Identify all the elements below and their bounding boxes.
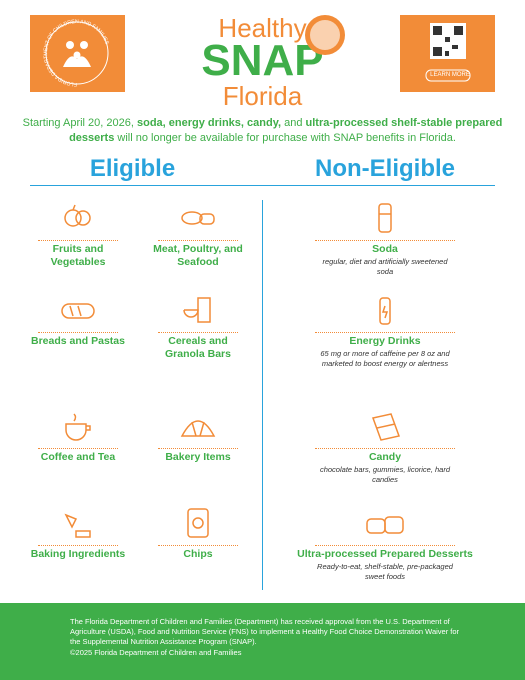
dotted-rule: [38, 448, 118, 449]
icon: [61, 303, 95, 319]
dotted-rule: [158, 545, 238, 546]
copyright: ©2025 Florida Department of Children and…: [70, 648, 242, 657]
footer: The Florida Department of Children and F…: [0, 603, 525, 680]
item-icon: [58, 505, 98, 541]
eligible-item: Baking Ingredients: [30, 548, 126, 560]
title-top: Healthy: [218, 13, 307, 43]
item-icon: [365, 292, 405, 328]
non-eligible-description: chocolate bars, gummies, licorice, hard …: [319, 465, 451, 484]
intro-text: and: [281, 117, 306, 129]
item-icon: [365, 408, 405, 444]
icon: [187, 508, 209, 538]
eligible-item: Breads and Pastas: [31, 335, 125, 347]
non-eligible-description: Ready-to-eat, shelf-stable, pre-packaged…: [317, 562, 453, 581]
icon: [372, 413, 400, 441]
item-icon: [365, 505, 405, 541]
dotted-rule: [38, 545, 118, 546]
icon: [65, 413, 91, 441]
non-eligible-name: Ultra-processed Prepared Desserts: [297, 548, 473, 560]
item-icon: [178, 292, 218, 328]
icon: [64, 204, 91, 227]
non-eligible-description: 65 mg or more of caffeine per 8 oz and m…: [320, 349, 450, 368]
heading-rule: [30, 185, 495, 186]
qr-label: LEARN MORE: [430, 72, 470, 78]
eligible-item: Coffee and Tea: [40, 451, 116, 463]
intro: Starting April 20, 2026, soda, energy dr…: [20, 116, 505, 146]
dotted-rule: [315, 240, 455, 241]
intro-text: will no longer be available for purchase…: [114, 132, 456, 144]
item-icon: [58, 292, 98, 328]
icon: [181, 211, 215, 225]
eligible-item: Cereals and Granola Bars: [165, 335, 231, 360]
non-eligible-heading: Non-Eligible: [315, 155, 455, 182]
divider: [262, 200, 263, 590]
eligible-heading: Eligible: [89, 155, 176, 182]
dotted-rule: [158, 448, 238, 449]
eligible-item: Bakery Items: [165, 451, 231, 463]
item-icon: [178, 505, 218, 541]
title-main: SNAP: [201, 36, 324, 85]
icon: [183, 297, 211, 323]
item-icon: [365, 200, 405, 236]
qr-box: LEARN MORE: [400, 15, 495, 92]
non-eligible-name: Soda: [372, 243, 398, 255]
non-eligible-name: Candy: [368, 451, 402, 463]
eligible-item: Meat, Poultry, and Seafood: [153, 243, 243, 268]
item-icon: [178, 408, 218, 444]
icon: [366, 516, 404, 534]
intro-text: soda, energy drinks, candy,: [136, 117, 282, 129]
dotted-rule: [158, 240, 238, 241]
icon: [180, 420, 216, 437]
icon: [64, 513, 91, 538]
orange-slice: [305, 15, 345, 55]
eligible-item: Fruits and Vegetables: [50, 243, 106, 268]
dotted-rule: [158, 332, 238, 333]
non-eligible-description: regular, diet and artificially sweetened…: [322, 257, 448, 276]
logo: FLORIDA DEPARTMENT OF CHILDREN AND FAMIL…: [43, 19, 110, 87]
footer-text: The Florida Department of Children and F…: [70, 617, 460, 646]
logo-box: FLORIDA DEPARTMENT OF CHILDREN AND FAMIL…: [30, 15, 125, 92]
dotted-rule: [38, 332, 118, 333]
dotted-rule: [315, 332, 455, 333]
intro-text: Starting April 20, 2026,: [22, 117, 137, 129]
dotted-rule: [38, 240, 118, 241]
eligible-item: Chips: [183, 548, 213, 560]
item-icon: [58, 200, 98, 236]
qr-code: [425, 23, 471, 82]
title-bottom: Florida: [222, 81, 303, 111]
dotted-rule: [315, 545, 455, 546]
item-icon: [178, 200, 218, 236]
non-eligible-name: Energy Drinks: [349, 335, 421, 347]
icon: [378, 203, 392, 233]
item-icon: [58, 408, 98, 444]
dotted-rule: [315, 448, 455, 449]
intro-text: ultra-processed shelf-stable prepared de…: [69, 117, 503, 144]
icon: [379, 297, 391, 325]
